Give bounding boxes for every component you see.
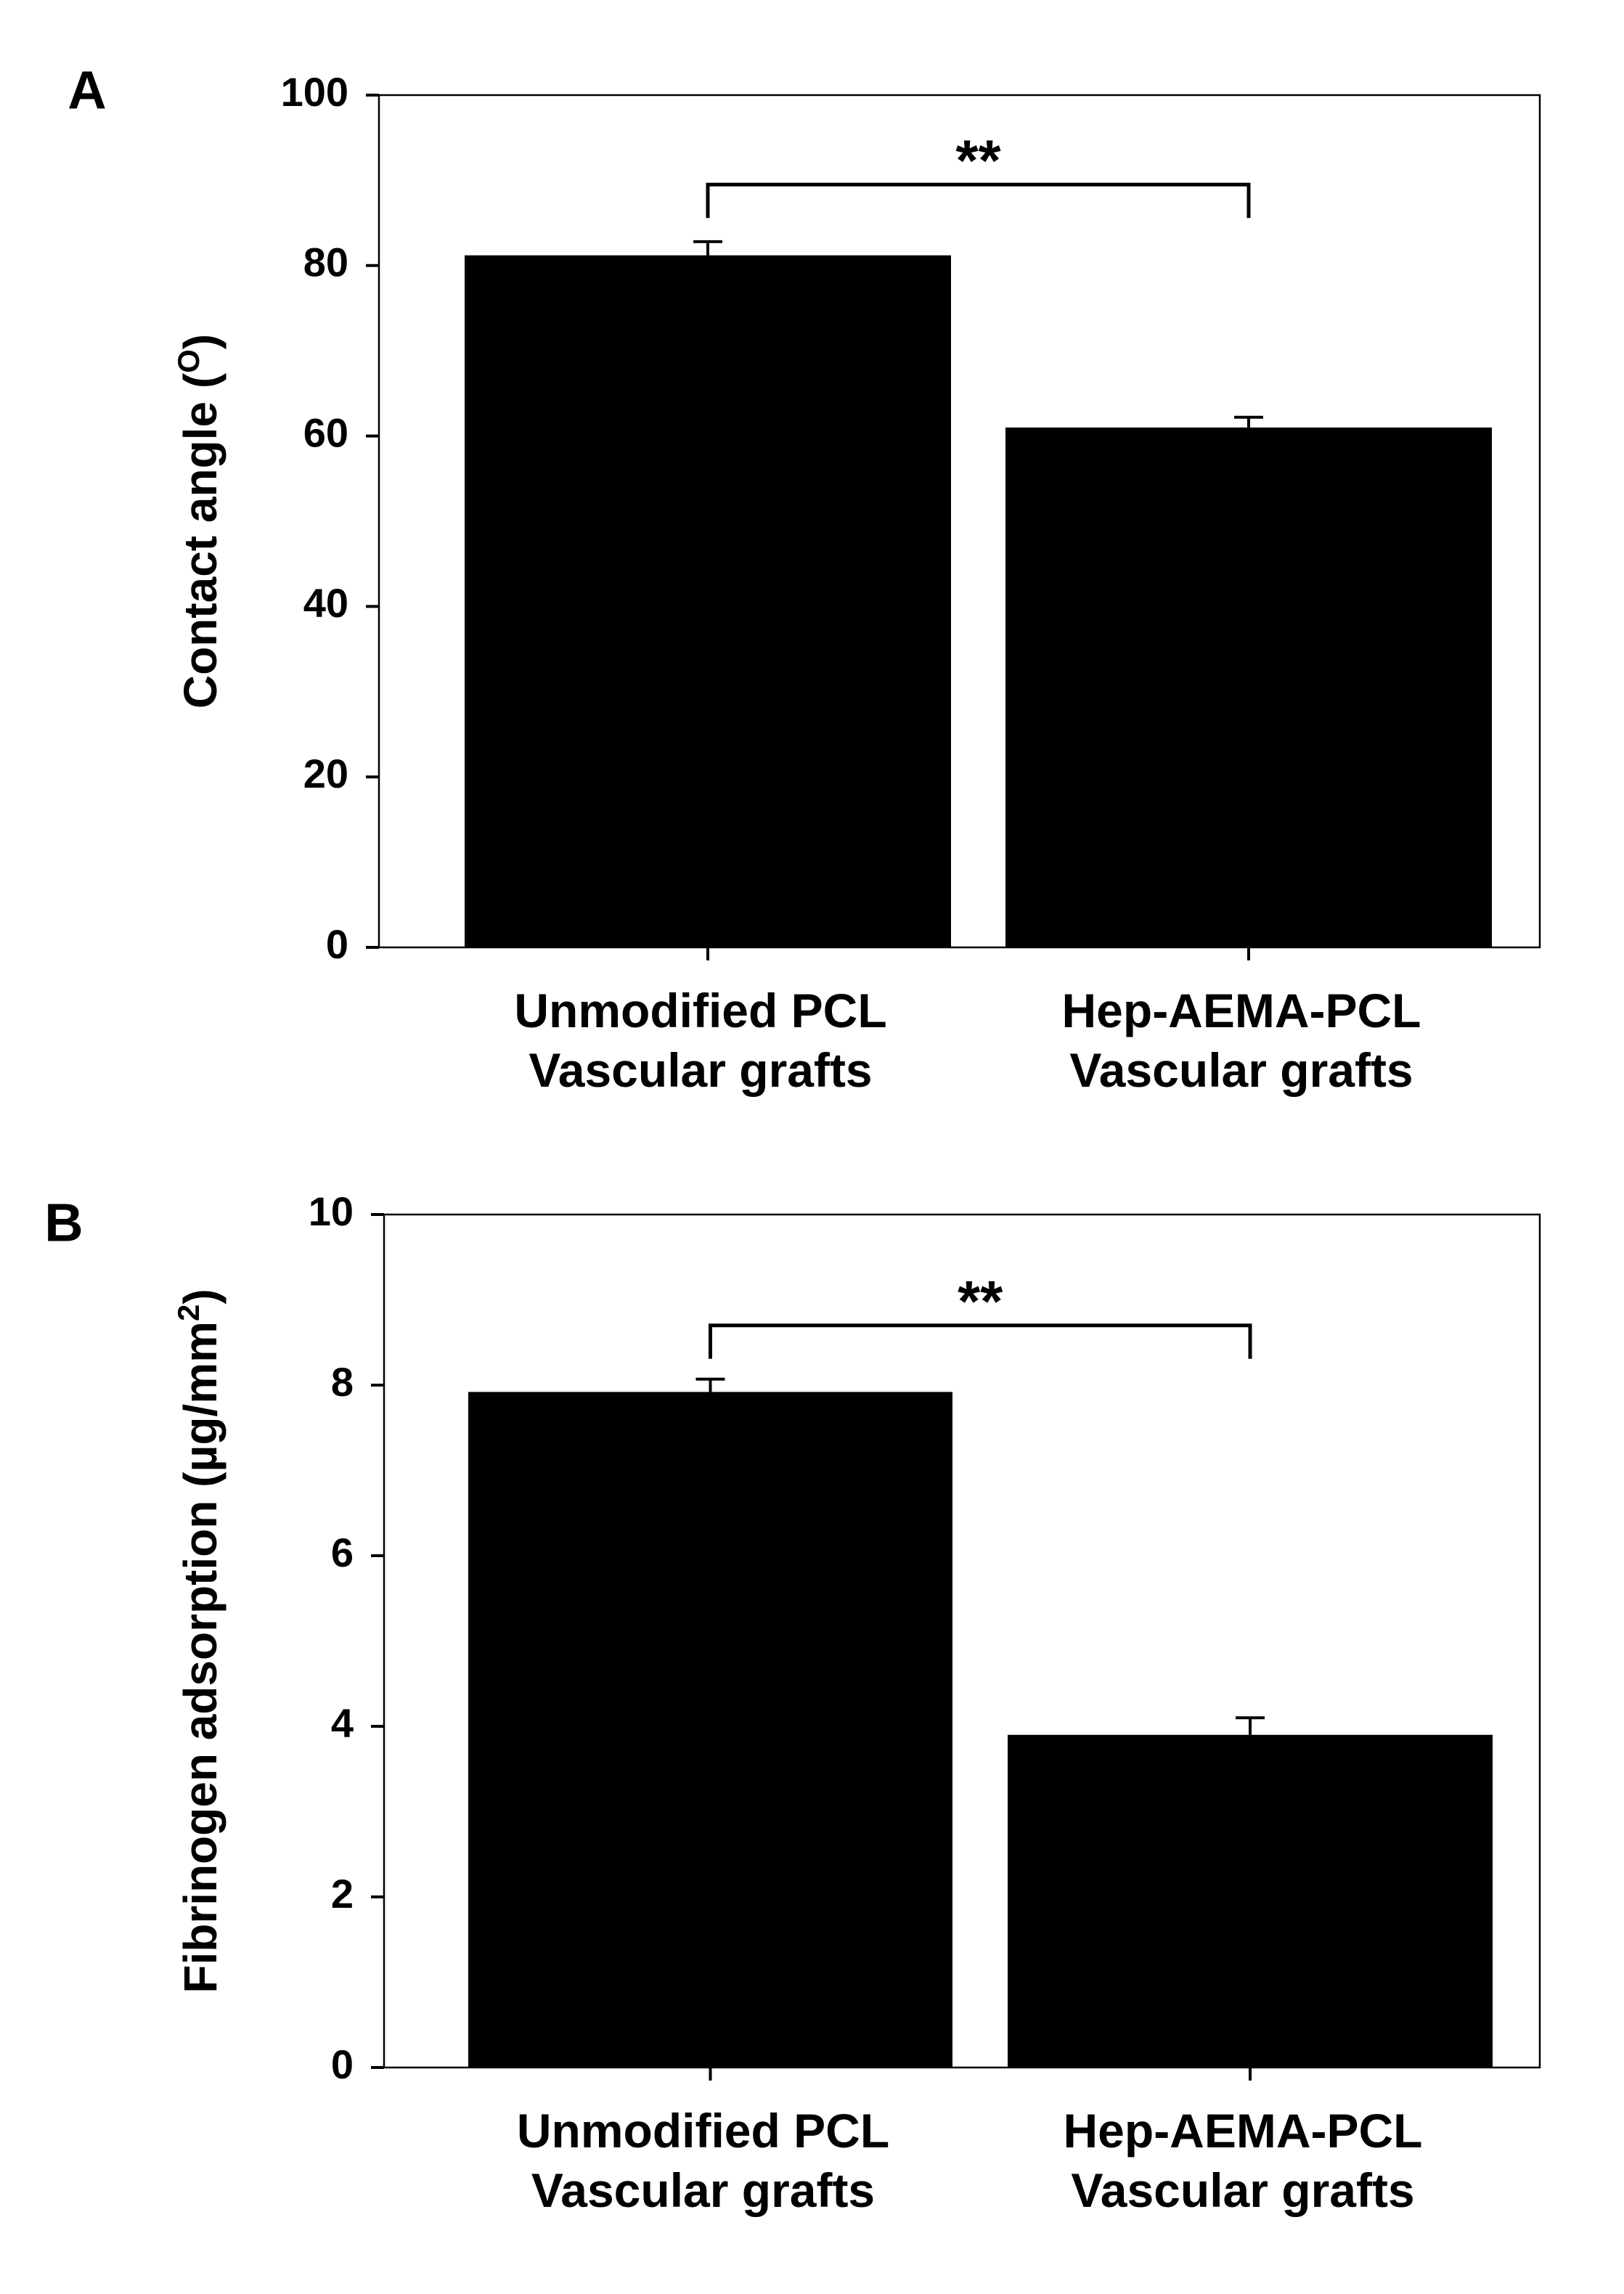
plot-frame (383, 1213, 1541, 2069)
panel-label: A (68, 60, 106, 121)
y-axis-title-end: ) (174, 334, 227, 349)
bar (1005, 427, 1492, 947)
y-tick-label: 10 (309, 1188, 354, 1234)
y-axis-title: Contact angle (O) (171, 334, 227, 709)
y-tick-label: 60 (303, 409, 348, 455)
panel-a: A 0 20 40 60 80 100 Contact angle (O) Unmodified… (68, 60, 1541, 1097)
y-tick-label: 2 (331, 1871, 354, 1917)
x-category-label-line1: Unmodified PCL (514, 984, 886, 1037)
y-tick-label: 0 (326, 921, 348, 967)
y-tick-label: 20 (303, 751, 348, 796)
y-axis-title: Fibrinogen adsorption (µg/mm2) (171, 1289, 227, 1993)
y-tick-label: 4 (331, 1700, 354, 1746)
significance-label: ** (958, 1269, 1003, 1334)
significance-label: ** (955, 128, 1001, 192)
significance-bracket (709, 1323, 1252, 1359)
y-axis-title-superscript: O (171, 349, 205, 373)
y-axis-title-superscript: 2 (171, 1305, 205, 1321)
y-axis-title-end: ) (174, 1289, 227, 1304)
y-tick-label: 80 (303, 240, 348, 285)
y-axis-title-text: Contact angle ( (174, 372, 227, 709)
x-category-label-line2: Vascular grafts (1071, 2163, 1414, 2217)
x-category-label-line1: Hep-AEMA-PCL (1064, 2104, 1423, 2158)
x-category-label-line2: Vascular grafts (1069, 1043, 1413, 1097)
y-tick-label: 40 (303, 580, 348, 626)
x-category-label-line2: Vascular grafts (529, 1043, 872, 1097)
panel-label: B (44, 1193, 83, 1253)
y-tick-label: 6 (331, 1530, 354, 1575)
plot-frame (378, 94, 1541, 949)
x-category-label-line1: Hep-AEMA-PCL (1062, 984, 1421, 1037)
bar (1008, 1734, 1493, 2068)
y-axis-title-text: Fibrinogen adsorption (µg/mm (174, 1321, 227, 1993)
significance-bracket (706, 182, 1251, 219)
y-tick-label: 8 (331, 1359, 354, 1405)
bar (465, 255, 951, 947)
bar (468, 1392, 952, 2068)
x-category-label-line1: Unmodified PCL (517, 2104, 889, 2158)
y-tick-label: 0 (331, 2041, 354, 2087)
y-tick-label: 100 (281, 69, 348, 115)
x-category-label-line2: Vascular grafts (531, 2163, 875, 2217)
